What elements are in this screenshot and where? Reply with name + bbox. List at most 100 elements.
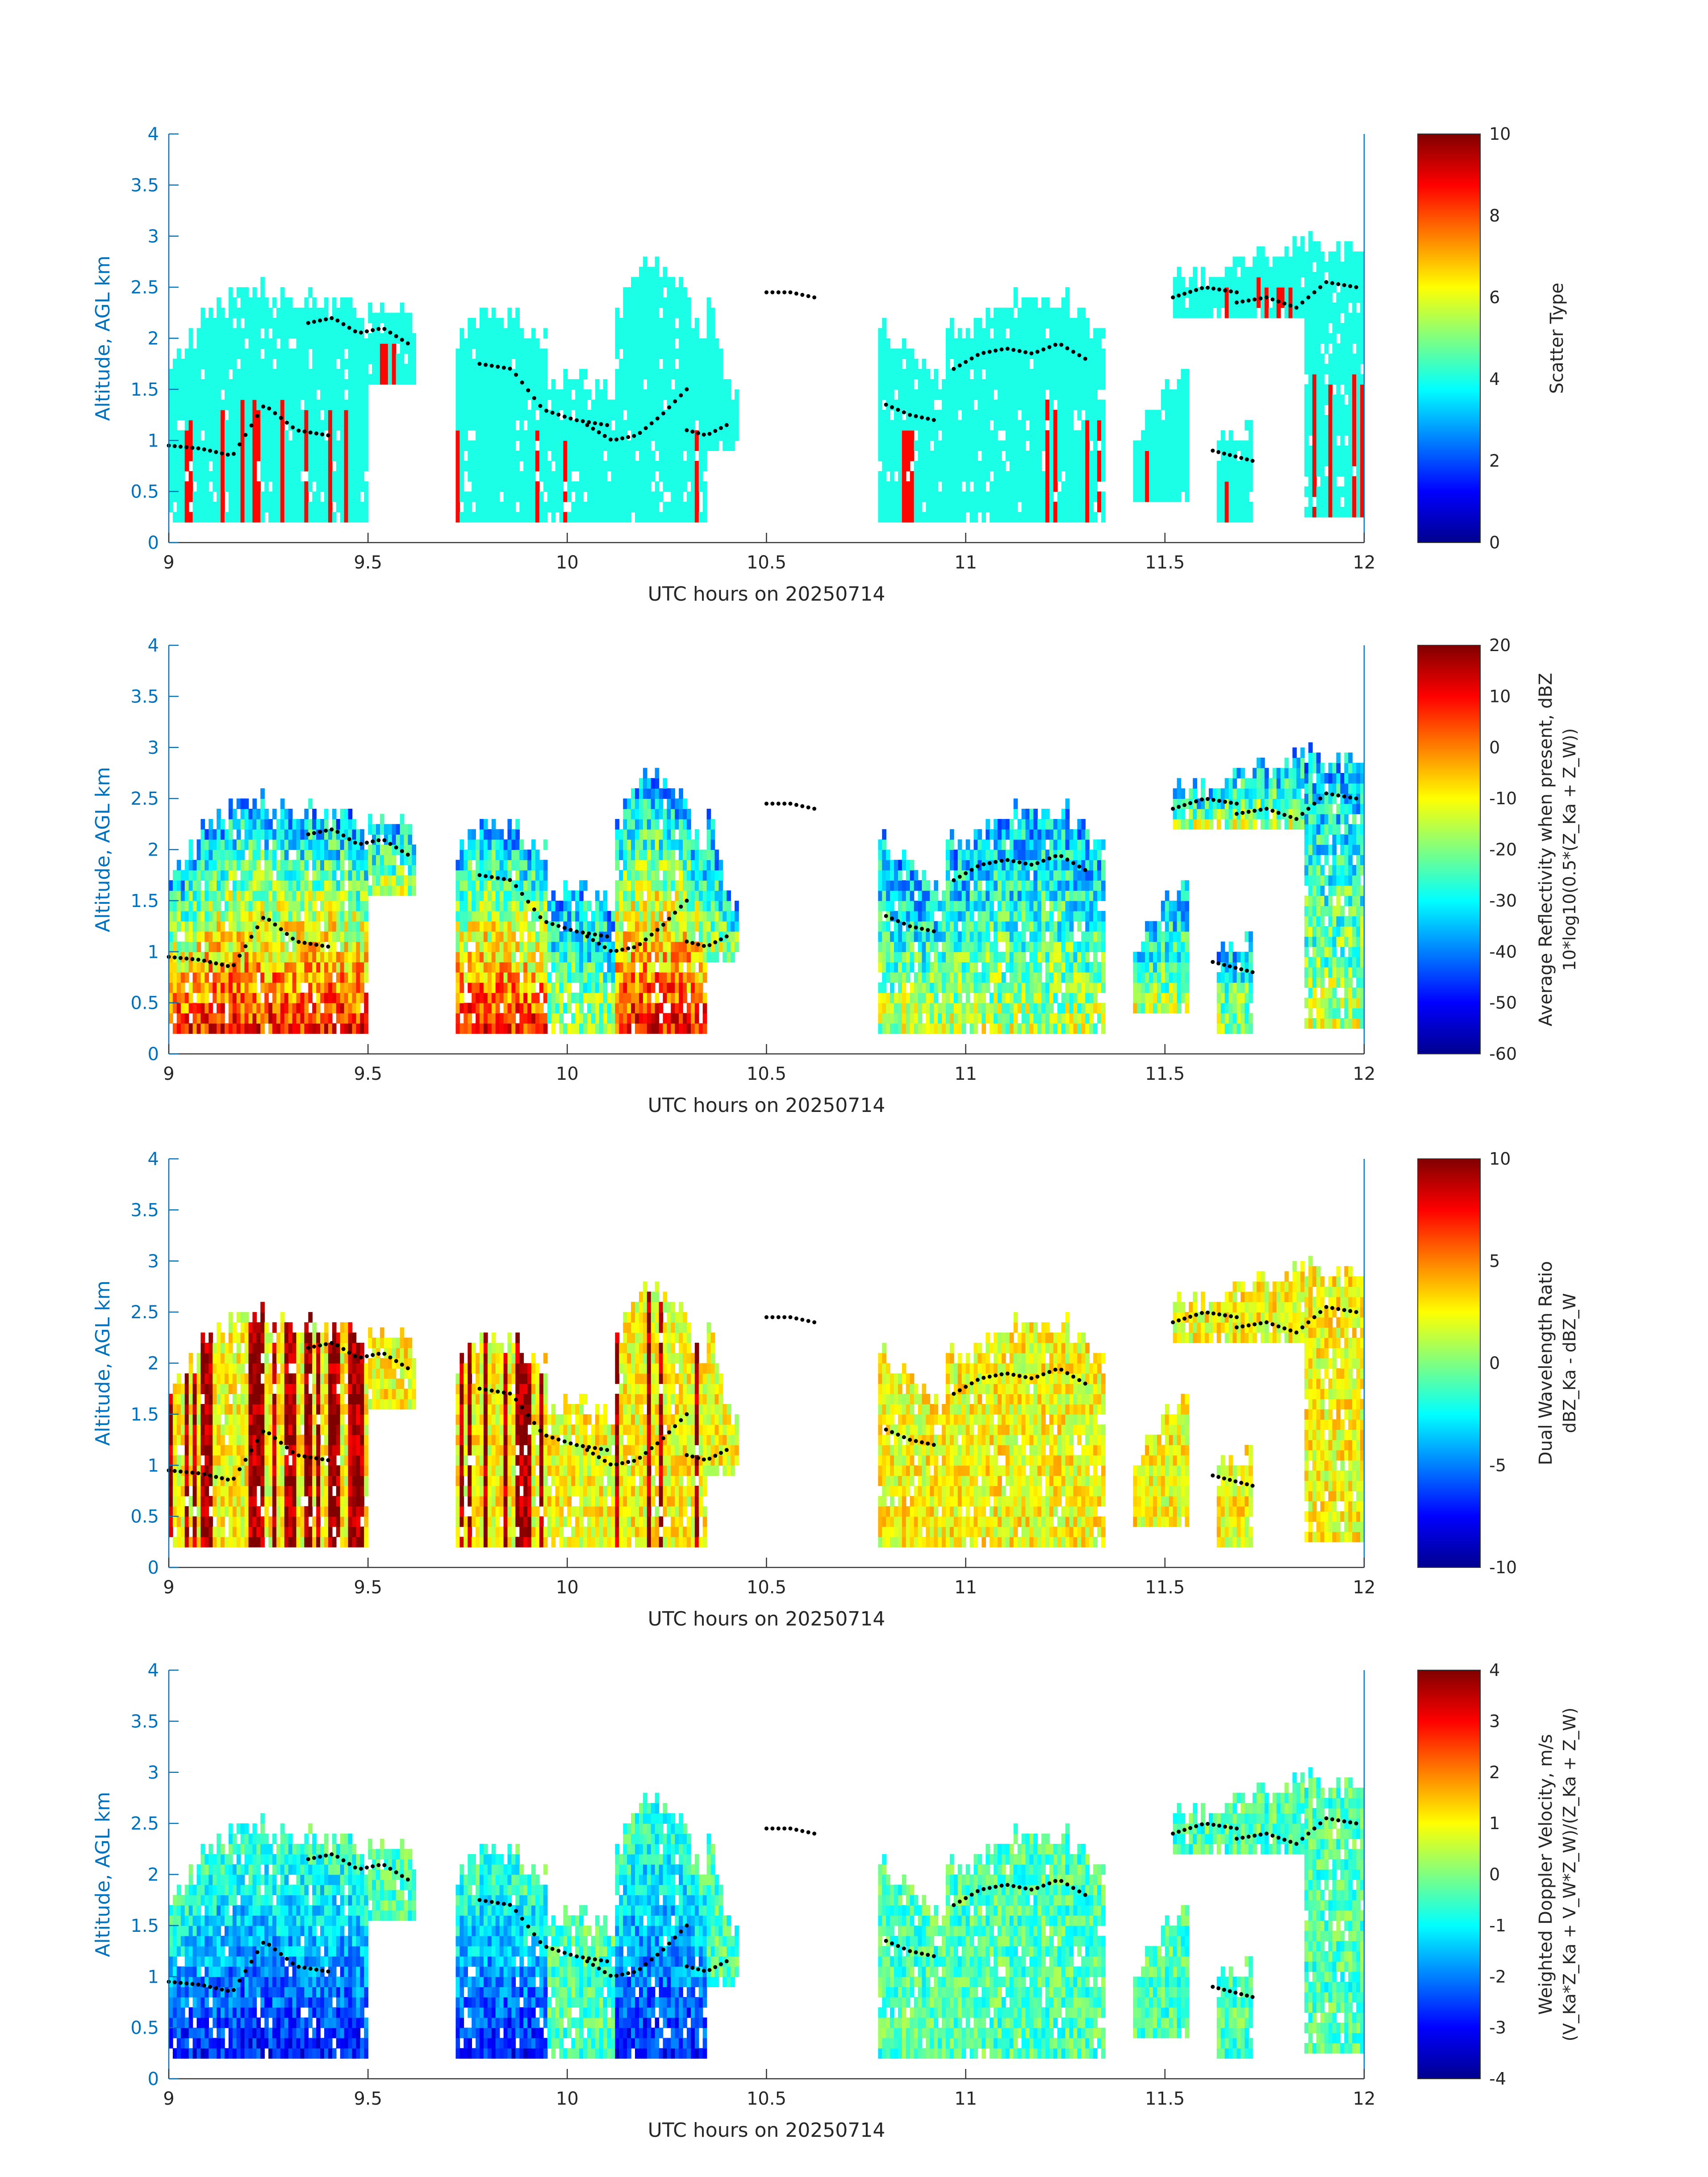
heatmap-cell <box>316 369 321 380</box>
heatmap-cell <box>974 389 978 400</box>
heatmap-cell <box>268 502 273 513</box>
heatmap-cell <box>683 287 687 298</box>
heatmap-cell <box>197 993 201 1003</box>
heatmap-cell <box>205 400 209 410</box>
heatmap-cell <box>229 1013 233 1024</box>
heatmap-cell <box>284 512 289 522</box>
heatmap-cell <box>245 952 249 962</box>
heatmap-cell <box>1101 492 1106 502</box>
x-tick-label: 9 <box>163 552 174 573</box>
heatmap-cell <box>360 512 364 522</box>
heatmap-cell <box>312 389 317 400</box>
heatmap-cell <box>324 410 329 421</box>
heatmap-cell <box>312 338 317 349</box>
y-tick-label: 4 <box>148 124 159 145</box>
heatmap-cell <box>703 369 707 380</box>
heatmap-cell <box>189 389 193 400</box>
heatmap-cell <box>1161 430 1165 441</box>
heatmap-cell <box>631 359 635 369</box>
heatmap-cell <box>1209 277 1213 288</box>
heatmap-cell <box>539 410 544 421</box>
heatmap-cell <box>249 389 253 400</box>
heatmap-cell <box>233 297 237 308</box>
heatmap-cell <box>1061 410 1066 421</box>
heatmap-cell <box>1089 420 1094 431</box>
heatmap-cell <box>169 1003 173 1014</box>
heatmap-cell <box>472 440 476 451</box>
heatmap-cell <box>583 369 588 380</box>
heatmap-cell <box>193 972 197 983</box>
heatmap-cell <box>1053 318 1058 329</box>
heatmap-cell <box>970 492 974 502</box>
heatmap-cell <box>324 461 329 472</box>
heatmap-cell <box>1217 297 1221 308</box>
heatmap-cell <box>237 379 241 390</box>
heatmap-cell <box>336 379 341 390</box>
heatmap-cell <box>938 492 942 502</box>
heatmap-cell <box>301 1003 305 1014</box>
heatmap-cell <box>348 430 353 441</box>
heatmap-cell <box>249 962 253 973</box>
heatmap-cell <box>229 941 233 952</box>
heatmap-cell <box>304 369 309 380</box>
heatmap-cell <box>711 359 715 369</box>
heatmap-cell <box>619 461 623 472</box>
heatmap-cell <box>563 471 568 482</box>
heatmap-cell <box>663 338 668 349</box>
heatmap-cell <box>663 308 668 318</box>
heatmap-cell <box>938 471 942 482</box>
heatmap-cell <box>547 420 552 431</box>
heatmap-cell <box>1101 400 1106 410</box>
heatmap-cell <box>301 819 305 830</box>
heatmap-cell <box>1169 389 1173 400</box>
heatmap-cell <box>264 850 269 861</box>
cloud-top-marker <box>226 453 230 457</box>
heatmap-cell <box>296 481 301 492</box>
heatmap-cell <box>209 338 213 349</box>
heatmap-cell <box>472 318 476 329</box>
heatmap-cell <box>1320 272 1325 283</box>
heatmap-cell <box>942 492 946 502</box>
heatmap-cell <box>256 451 261 461</box>
heatmap-cell <box>1002 471 1006 482</box>
heatmap-cell <box>583 502 588 513</box>
heatmap-cell <box>1006 481 1010 492</box>
heatmap-cell <box>1169 461 1173 472</box>
heatmap-cell <box>284 1023 289 1034</box>
heatmap-cell <box>663 512 668 522</box>
heatmap-cell <box>1249 277 1253 288</box>
heatmap-cell <box>1320 354 1325 364</box>
heatmap-cell <box>1093 348 1098 359</box>
heatmap-cell <box>221 318 225 329</box>
heatmap-cell <box>173 400 177 410</box>
heatmap-cell <box>288 1023 293 1034</box>
heatmap-cell <box>631 492 635 502</box>
heatmap-cell <box>1316 313 1321 323</box>
heatmap-cell <box>252 492 257 502</box>
heatmap-cell <box>1332 497 1337 507</box>
heatmap-cell <box>316 972 321 983</box>
heatmap-cell <box>189 941 193 952</box>
heatmap-cell <box>181 1003 185 1014</box>
heatmap-cell <box>986 400 990 410</box>
heatmap-cell <box>296 1023 301 1034</box>
heatmap-cell <box>643 318 647 329</box>
heatmap-cell <box>619 389 623 400</box>
heatmap-cell <box>308 921 313 932</box>
heatmap-cell <box>1308 302 1313 313</box>
heatmap-cell <box>906 481 910 492</box>
heatmap-cell <box>718 359 723 369</box>
cloud-top-marker <box>1211 449 1215 453</box>
heatmap-cell <box>1002 410 1006 421</box>
heatmap-cell <box>1336 486 1341 497</box>
heatmap-cell <box>1344 507 1349 518</box>
heatmap-cell <box>1240 461 1245 472</box>
heatmap-cell <box>635 287 639 298</box>
heatmap-cell <box>1356 466 1361 476</box>
heatmap-cell <box>169 369 173 380</box>
heatmap-cell <box>890 471 894 482</box>
heatmap-cell <box>1053 461 1058 472</box>
heatmap-cell <box>1304 415 1309 426</box>
heatmap-cell <box>1149 451 1153 461</box>
heatmap-cell <box>1169 440 1173 451</box>
